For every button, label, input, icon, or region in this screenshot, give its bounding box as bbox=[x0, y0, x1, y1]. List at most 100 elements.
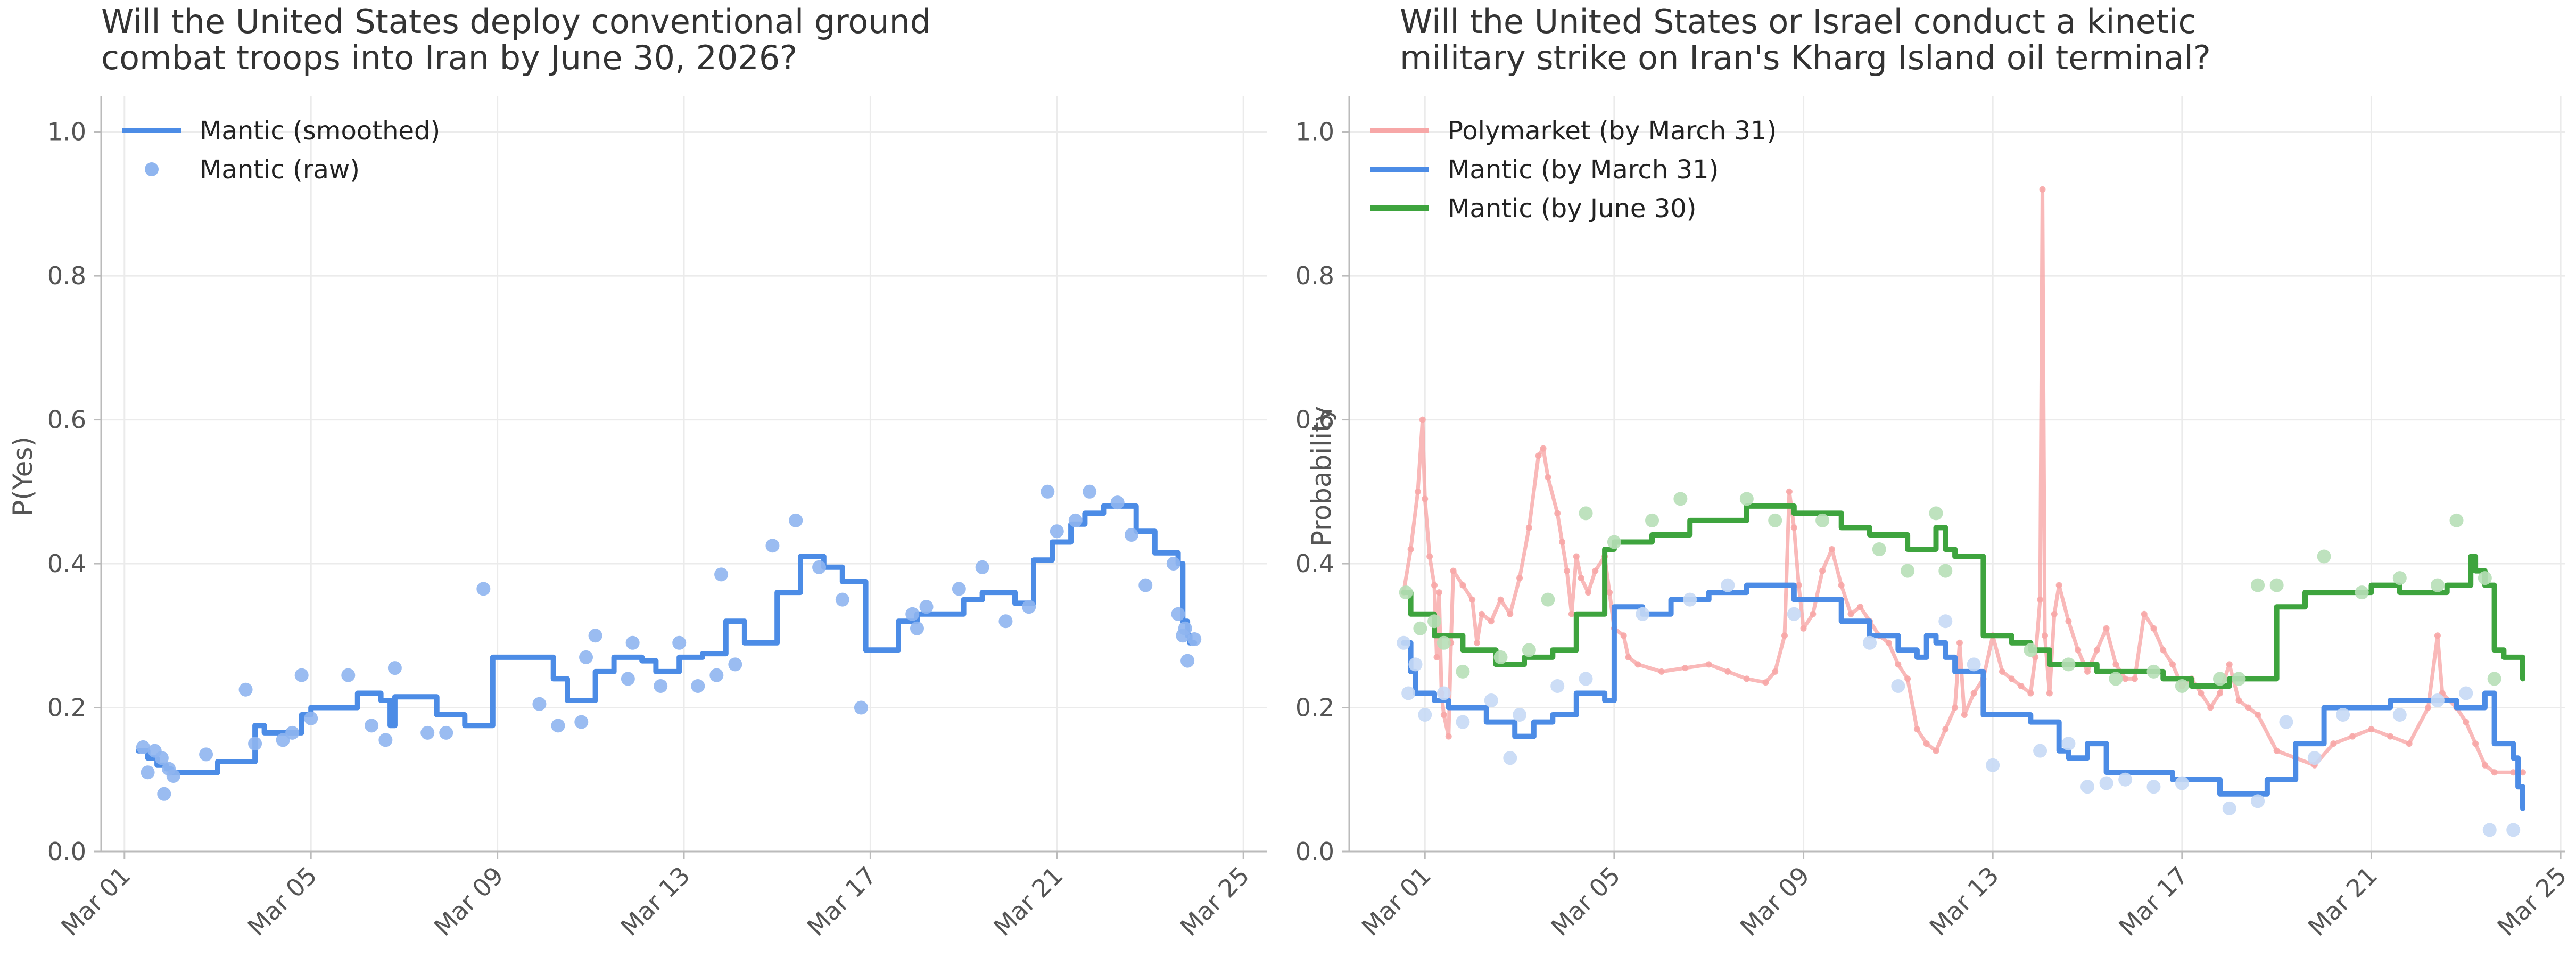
chart-left-point-mantic-raw bbox=[141, 765, 155, 780]
chart-left-point-mantic-raw bbox=[789, 513, 803, 527]
chart-right-y-ticks: 0.0 0.2 0.4 0.6 0.8 1.0 bbox=[1295, 118, 1349, 866]
chart-right-marker-polymarket-by-march-31 bbox=[1904, 675, 1911, 682]
chart-right-marker-polymarket-by-march-31 bbox=[2406, 740, 2413, 747]
chart-right-point-mantic-by-june-30-raw bbox=[2269, 578, 2284, 592]
chart-right-marker-polymarket-by-march-31 bbox=[1440, 712, 1447, 718]
chart-right-point-mantic-by-june-30-raw bbox=[1929, 506, 1943, 521]
chart-left-point-mantic-raw bbox=[378, 733, 393, 747]
chart-left-point-mantic-raw bbox=[199, 747, 213, 762]
chart-right-point-mantic-by-june-30-raw bbox=[1436, 635, 1451, 650]
chart-right-marker-polymarket-by-march-31 bbox=[1554, 510, 1561, 517]
chart-right-legend-label: Mantic (by June 30) bbox=[1448, 194, 1697, 224]
chart-right-point-mantic-by-june-30-raw bbox=[2212, 672, 2227, 686]
chart-left-point-mantic-raw bbox=[420, 725, 435, 740]
chart-right-point-mantic-by-june-30-raw bbox=[1456, 664, 1470, 679]
chart-right-marker-polymarket-by-march-31 bbox=[1540, 445, 1547, 452]
chart-right-marker-polymarket-by-march-31 bbox=[1450, 567, 1457, 574]
chart-right-marker-polymarket-by-march-31 bbox=[2160, 647, 2167, 654]
chart-left-point-mantic-raw bbox=[728, 657, 742, 672]
chart-right-marker-polymarket-by-march-31 bbox=[1606, 589, 1613, 596]
chart-right-marker-polymarket-by-march-31 bbox=[2387, 733, 2394, 740]
chart-right-marker-polymarket-by-march-31 bbox=[1847, 610, 1854, 617]
chart-right-marker-polymarket-by-march-31 bbox=[2018, 682, 2025, 689]
chart-right-point-mantic-by-march-31-raw bbox=[1418, 708, 1432, 722]
chart-right-point-mantic-by-march-31-raw bbox=[1408, 657, 1423, 672]
chart-left-point-mantic-raw bbox=[1178, 621, 1192, 635]
chart-left-y-tick-label: 0.4 bbox=[47, 549, 86, 578]
chart-right-marker-polymarket-by-march-31 bbox=[1407, 546, 1414, 552]
chart-left-point-mantic-raw bbox=[276, 733, 290, 747]
chart-right-point-mantic-by-june-30-raw bbox=[2317, 549, 2331, 564]
chart-right-marker-polymarket-by-march-31 bbox=[1743, 675, 1750, 682]
chart-right-marker-polymarket-by-march-31 bbox=[2519, 769, 2526, 776]
chart-right-marker-polymarket-by-march-31 bbox=[1414, 488, 1421, 495]
chart-right-marker-polymarket-by-march-31 bbox=[1469, 596, 1476, 603]
chart-right-point-mantic-by-march-31-raw bbox=[2336, 708, 2350, 722]
chart-left-point-mantic-raw bbox=[1166, 557, 1180, 571]
chart-right-marker-polymarket-by-march-31 bbox=[1584, 589, 1591, 596]
chart-right-point-mantic-by-june-30-raw bbox=[2392, 571, 2407, 585]
chart-left-point-mantic-raw bbox=[1110, 495, 1125, 510]
chart-right-point-mantic-by-june-30-raw bbox=[1607, 535, 1621, 549]
chart-left-point-mantic-raw bbox=[905, 607, 920, 621]
chart-left-point-mantic-raw bbox=[1068, 513, 1083, 527]
chart-right-marker-polymarket-by-march-31 bbox=[1568, 610, 1575, 617]
chart-right-marker-polymarket-by-march-31 bbox=[2491, 769, 2498, 776]
chart-right-point-mantic-by-june-30-raw bbox=[2430, 578, 2445, 592]
chart-right-point-mantic-by-june-30-raw bbox=[2146, 664, 2161, 679]
chart-right-marker-polymarket-by-march-31 bbox=[1445, 733, 1452, 740]
chart-right-marker-polymarket-by-march-31 bbox=[2349, 733, 2356, 740]
chart-right-point-mantic-by-march-31-raw bbox=[2118, 772, 2133, 787]
chart-right-point-mantic-by-june-30-raw bbox=[2251, 578, 2265, 592]
chart-left-y-axis-label: P(Yes) bbox=[7, 436, 38, 516]
chart-right-marker-polymarket-by-march-31 bbox=[1422, 495, 1429, 502]
chart-right-legend-label: Polymarket (by March 31) bbox=[1448, 116, 1777, 146]
chart-left-point-mantic-raw bbox=[166, 769, 180, 783]
chart-right-y-tick-label: 1.0 bbox=[1295, 118, 1334, 146]
chart-left-point-mantic-raw bbox=[812, 560, 827, 574]
chart-right-marker-polymarket-by-march-31 bbox=[2169, 661, 2176, 668]
chart-right-point-mantic-by-march-31-raw bbox=[2099, 776, 2113, 790]
chart-right-axes bbox=[1348, 96, 2565, 853]
chart-right-marker-polymarket-by-march-31 bbox=[1634, 661, 1641, 668]
chart-left-y-tick-label: 0.8 bbox=[47, 261, 86, 290]
chart-right-marker-polymarket-by-march-31 bbox=[1895, 661, 1902, 668]
chart-right-point-mantic-by-march-31-raw bbox=[1863, 635, 1877, 650]
chart-right-point-mantic-by-march-31-raw bbox=[2251, 794, 2265, 808]
chart-right-title-line-2: military strike on Iran's Kharg Island o… bbox=[1400, 38, 2211, 77]
chart-right-marker-polymarket-by-march-31 bbox=[2330, 740, 2337, 747]
chart-right-marker-polymarket-by-march-31 bbox=[2226, 661, 2233, 668]
chart-right-y-tick-label: 0.0 bbox=[1295, 837, 1334, 866]
chart-right-point-mantic-by-june-30-raw bbox=[1673, 492, 1688, 506]
chart-right-marker-polymarket-by-march-31 bbox=[1578, 575, 1584, 582]
chart-right-y-tick-label: 0.2 bbox=[1295, 693, 1334, 722]
chart-right-point-mantic-by-june-30-raw bbox=[1493, 650, 1508, 664]
chart-right-point-mantic-by-march-31-raw bbox=[2392, 708, 2407, 722]
chart-left-point-mantic-raw bbox=[248, 737, 262, 751]
chart-right-point-mantic-by-march-31-raw bbox=[1683, 592, 1697, 607]
chart-right-marker-polymarket-by-march-31 bbox=[2216, 690, 2223, 697]
chart-right-marker-polymarket-by-march-31 bbox=[1786, 488, 1793, 495]
chart-right-point-mantic-by-june-30-raw bbox=[1399, 585, 1413, 600]
chart-right-y-axis-label: Probability bbox=[1306, 406, 1337, 547]
chart-right-point-mantic-by-march-31-raw bbox=[2279, 715, 2293, 729]
chart-right-marker-polymarket-by-march-31 bbox=[1828, 546, 1835, 552]
chart-right-point-mantic-by-march-31-raw bbox=[2175, 776, 2189, 790]
chart-left-point-mantic-raw bbox=[621, 672, 635, 686]
chart-right-marker-polymarket-by-march-31 bbox=[2141, 610, 2148, 617]
chart-left-legend-label: Mantic (raw) bbox=[200, 155, 360, 185]
chart-right-point-mantic-by-june-30-raw bbox=[1815, 513, 1830, 527]
chart-right-point-mantic-by-march-31-raw bbox=[1484, 693, 1498, 707]
chart-right-line-mantic-by-june-30 bbox=[1401, 503, 2525, 689]
chart-right-marker-polymarket-by-march-31 bbox=[1795, 582, 1802, 589]
chart-left-legend-label: Mantic (smoothed) bbox=[200, 116, 440, 146]
chart-right-marker-polymarket-by-march-31 bbox=[1478, 610, 1485, 617]
chart-left-legend-swatch bbox=[145, 162, 159, 176]
chart-right-series bbox=[1397, 186, 2526, 837]
chart-right-marker-polymarket-by-march-31 bbox=[1497, 596, 1504, 603]
chart-right-marker-polymarket-by-march-31 bbox=[1620, 632, 1627, 639]
chart-right-marker-polymarket-by-march-31 bbox=[2037, 596, 2044, 603]
chart-right-marker-polymarket-by-march-31 bbox=[1956, 639, 1963, 646]
chart-right-marker-polymarket-by-march-31 bbox=[2065, 618, 2072, 625]
